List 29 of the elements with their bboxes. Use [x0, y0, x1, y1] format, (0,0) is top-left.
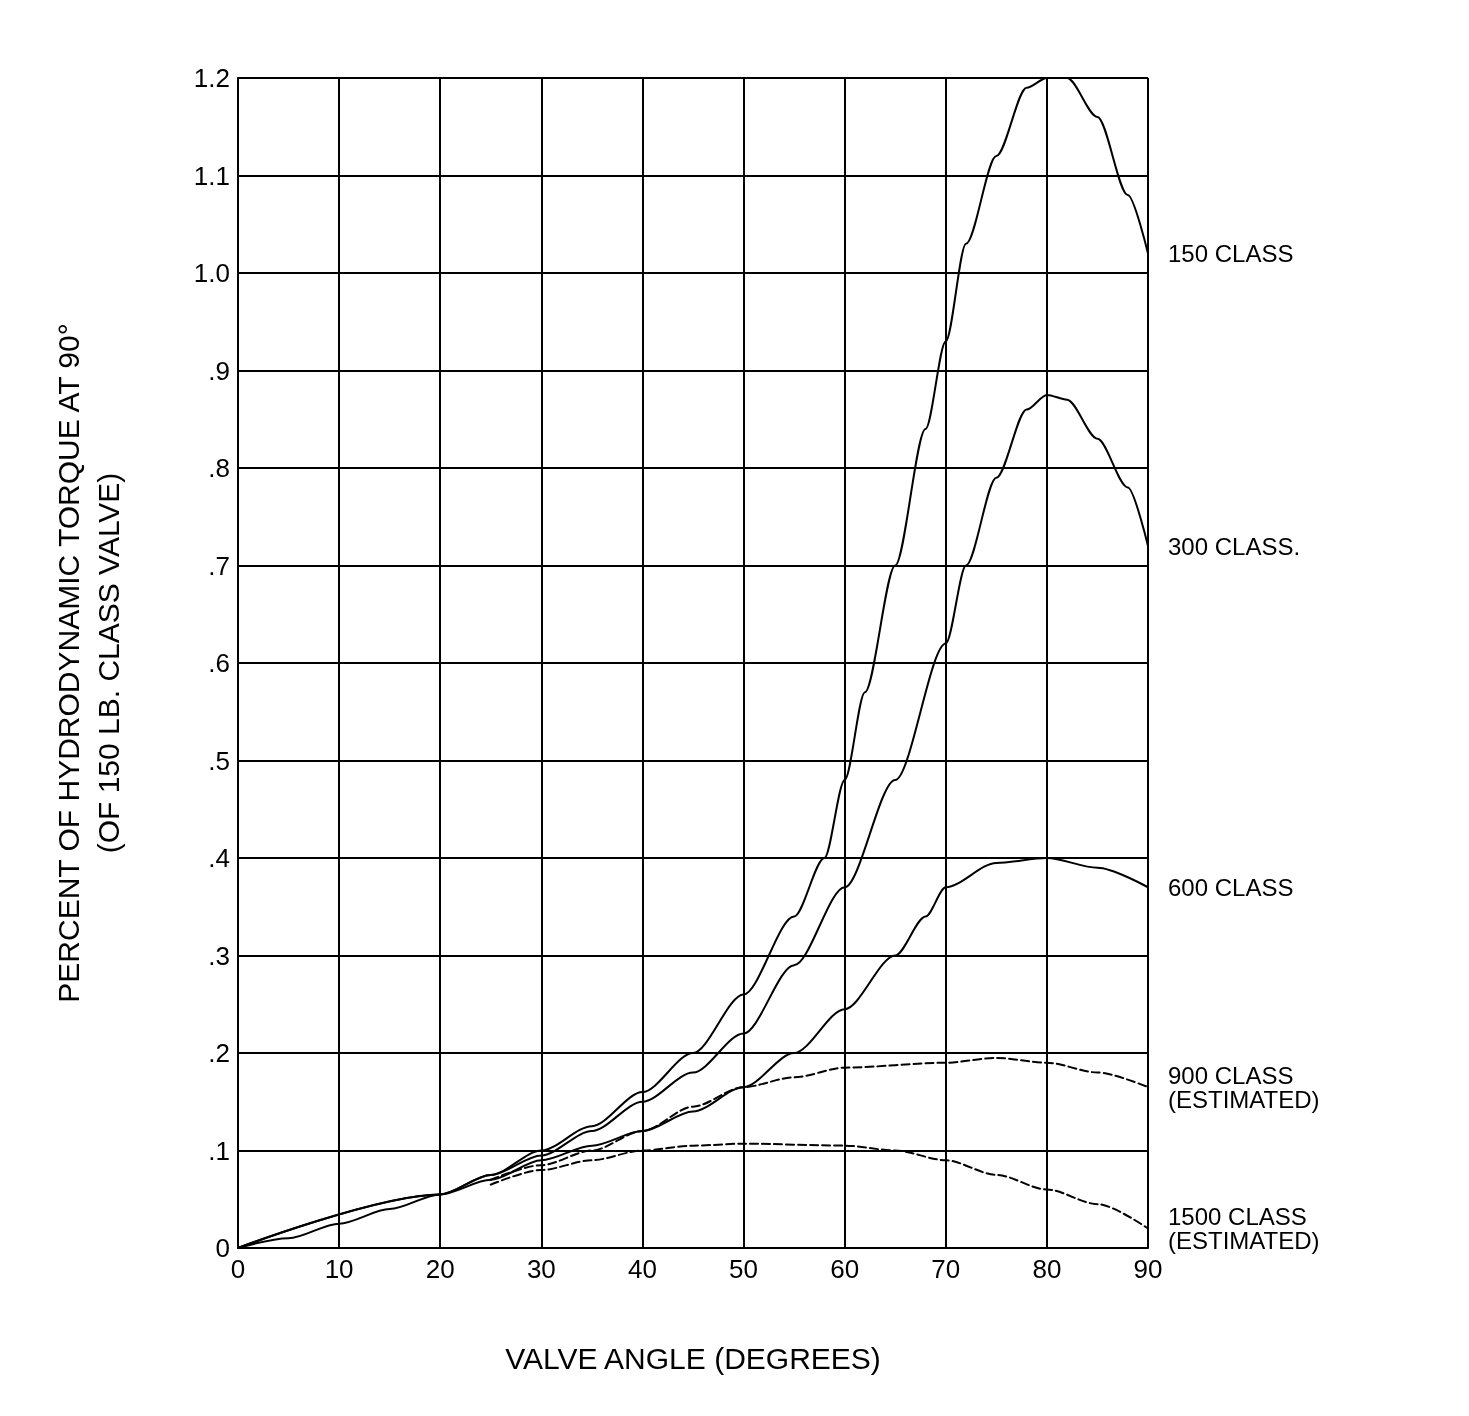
x-tick-label: 50 [729, 1254, 759, 1284]
y-tick-label: .5 [208, 745, 230, 776]
y-tick-label: .4 [208, 843, 230, 873]
series-label: 1500 CLASS (ESTIMATED) [1168, 1203, 1320, 1254]
y-tick-label: 1.1 [193, 160, 230, 191]
y-tick-label: 0 [215, 1233, 230, 1263]
x-axis-title: VALVE ANGLE (DEGREES) [505, 1341, 881, 1375]
x-tick-label: 30 [526, 1254, 556, 1284]
x-tick-label: 10 [324, 1254, 354, 1284]
y-tick-label: .2 [208, 1038, 230, 1068]
x-tick-label: 90 [1133, 1254, 1163, 1284]
series-label: 600 CLASS [1168, 873, 1294, 901]
series-label: 150 CLASS [1168, 240, 1294, 267]
y-tick-label: .7 [208, 550, 230, 581]
series-label: 900 CLASS (ESTIMATED) [1168, 1061, 1320, 1113]
y-tick-label: .6 [208, 648, 230, 678]
y-tick-label: 1.0 [193, 258, 230, 288]
y-tick-label: 1.2 [193, 63, 230, 93]
x-tick-label: 60 [830, 1254, 860, 1284]
series-label: 300 CLASS. [1168, 532, 1301, 560]
y-axis-title: PERCENT OF HYDRODYNAMIC TORQUE AT 90° (OF 150 LB. CLASS VALVE) [51, 323, 125, 1003]
y-tick-label: .9 [208, 355, 230, 386]
x-tick-label: 70 [931, 1254, 961, 1284]
x-tick-label: 40 [627, 1254, 657, 1284]
x-tick-label: 80 [1032, 1254, 1062, 1284]
y-tick-label: .3 [208, 940, 230, 971]
y-tick-label: .8 [208, 453, 230, 483]
x-tick-label: 20 [425, 1254, 455, 1284]
y-tick-label: .1 [208, 1135, 230, 1166]
